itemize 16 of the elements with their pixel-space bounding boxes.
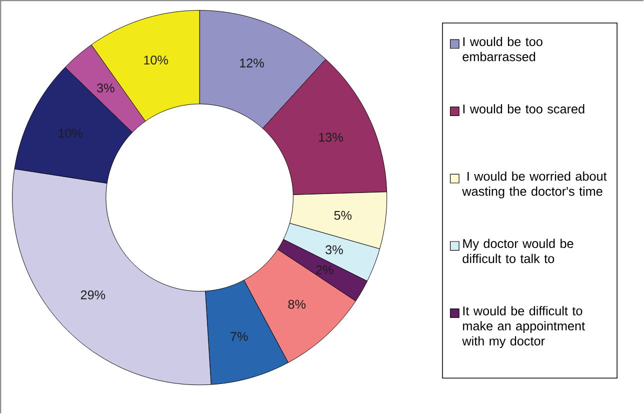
data-label: 12% [240,58,264,68]
legend-label: My doctor would be difficult to talk to [462,238,574,264]
data-label: 3% [326,245,343,254]
legend-label: I would be too scared [463,104,584,114]
data-label: 7% [230,332,248,342]
data-label: 29% [80,290,106,300]
data-label: 3% [97,84,114,93]
data-label: 10% [58,128,83,138]
legend-label: I would be worried about wasting the doctor's time [462,172,607,198]
data-label: 2% [316,265,334,274]
legend-label: I would be too embarrassed [462,36,542,62]
data-label: 5% [334,211,352,220]
data-label: 10% [144,56,168,65]
data-label: 8% [288,300,306,309]
data-label: 13% [319,132,343,142]
legend-label: It would be difficult to make an appointment with my doctor [462,306,585,348]
